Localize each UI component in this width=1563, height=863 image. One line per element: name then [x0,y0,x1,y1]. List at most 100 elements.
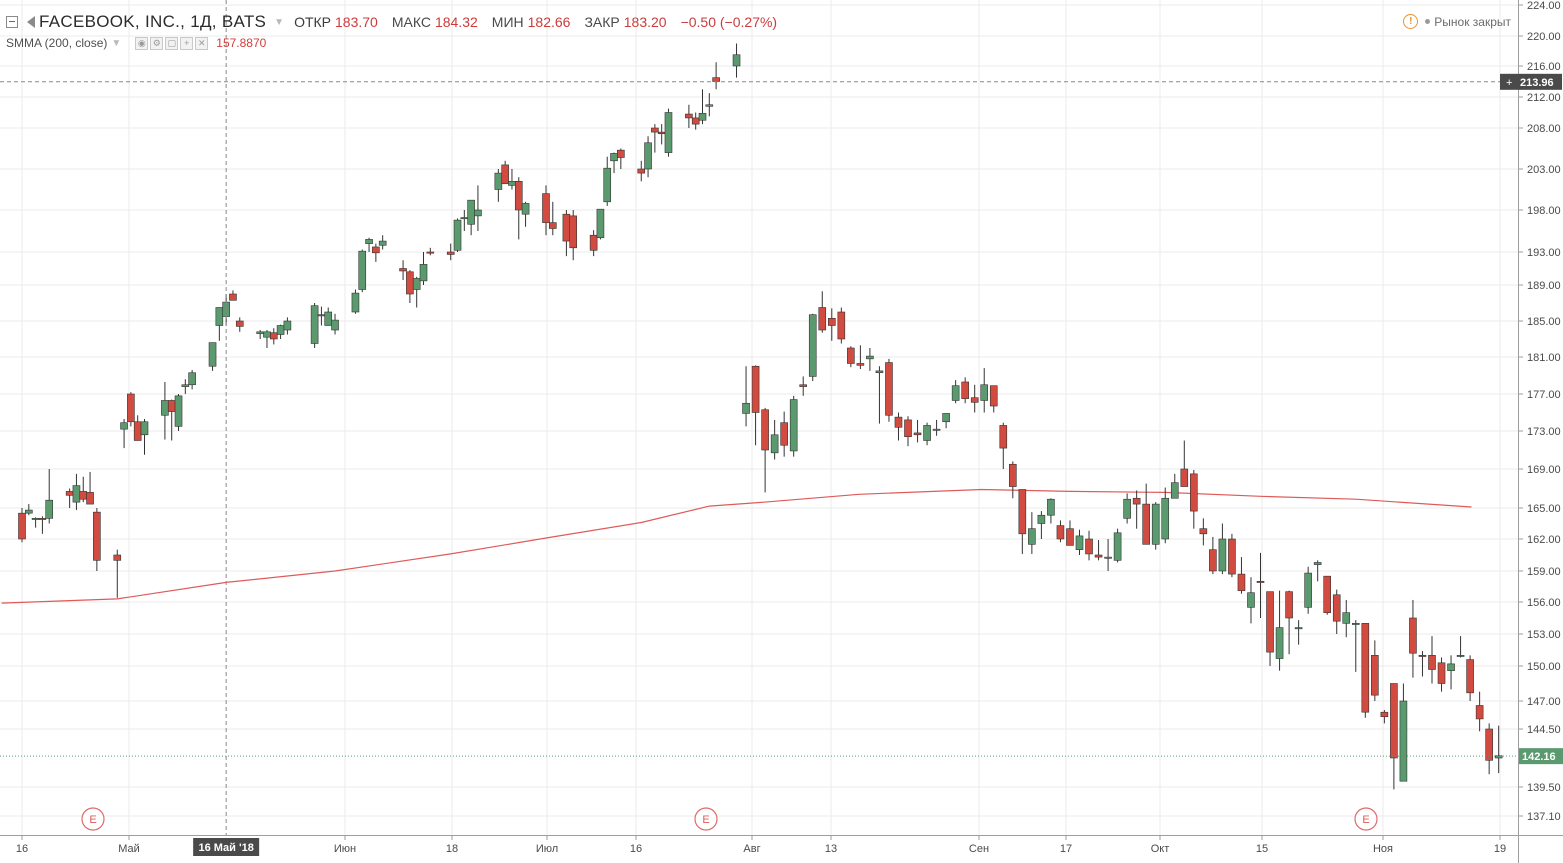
candle-body [866,355,874,360]
candle-body [127,393,135,423]
candle-body [283,320,292,331]
eye-icon[interactable]: ◉ [135,36,149,50]
candle [894,412,903,441]
candle-body [875,370,884,374]
candle-body [508,181,516,186]
candle [127,392,135,427]
candle-body [818,307,827,331]
candle [1113,528,1122,563]
indicator-value: 157.8870 [216,36,267,50]
candle [1142,483,1150,545]
candle [86,471,94,505]
close-value: 183.20 [623,14,667,30]
candle-body [1028,528,1036,545]
candle [1447,655,1455,690]
settings-icon[interactable]: ⚙ [150,36,164,50]
candle [732,43,741,78]
price-tick-label: 137.10 [1527,811,1561,823]
candle-body [548,222,557,229]
candle [351,289,360,314]
candle [1494,725,1503,774]
candle-body [1390,683,1398,759]
candle-body [970,397,979,403]
price-tick-label: 139.50 [1527,782,1561,794]
candle-body [351,292,360,313]
candle-body [426,251,435,254]
candle-body [923,425,931,441]
price-tick-label: 177.00 [1527,389,1561,401]
candle-body [467,199,475,225]
candles [18,43,1503,790]
price-tick-label: 198.00 [1527,205,1561,217]
candle [866,348,874,371]
candle-body [263,331,271,338]
price-tick-label: 212.00 [1527,92,1561,104]
candle-body [1161,497,1170,540]
price-tick-label: 173.00 [1527,426,1561,438]
close-icon[interactable]: ✕ [195,36,209,50]
chevron-down-icon[interactable]: ▼ [111,37,122,49]
candle-body [1170,482,1179,499]
candle [548,201,557,236]
candle-body [1361,623,1370,713]
candle [399,260,407,281]
candle [181,379,190,394]
candle-body [1037,514,1046,524]
candle-body [799,384,808,387]
candle-body [174,395,183,427]
candle-body [1275,627,1284,659]
candle [79,476,88,503]
chevron-down-icon[interactable]: ▼ [274,16,285,28]
earnings-marker: E [81,807,105,831]
candle-body [1218,538,1227,572]
candle-body [761,409,769,451]
indicator-name[interactable]: SMMA (200, close) [6,36,108,50]
candle-body [1437,662,1446,684]
candle-body [932,428,941,431]
crosshair-date-box [193,838,260,856]
candle [310,303,319,348]
add-icon[interactable]: + [180,36,194,50]
candle-body [1304,572,1312,608]
candle [1428,636,1436,684]
candle-body [712,77,720,82]
candle [1275,590,1284,671]
candle [1332,589,1341,634]
candle-body [705,104,714,107]
status-dot-icon [1425,19,1431,24]
crosshair-date-value: 16 Май '18 [198,842,253,854]
price-tick-label: 220.00 [1527,31,1561,43]
market-status: ! Рынок закрыт [1403,14,1511,29]
warning-icon[interactable]: ! [1403,14,1419,29]
candle [1418,651,1427,677]
candle [276,324,285,339]
candle [1247,577,1255,624]
price-tick-label: 153.00 [1527,629,1561,641]
crosshair-price-value: 213.96 [1520,77,1554,89]
candle-body [378,240,387,246]
candle-body [1475,705,1484,720]
price-tick-label: 203.00 [1527,164,1561,176]
candle-body [1456,655,1465,657]
time-tick-label: Июн [334,843,356,855]
symbol-title[interactable]: FACEBOOK, INC., 1Д, BATS [39,12,267,31]
candle-body [1123,498,1131,519]
price-axis: 224.00 220.00 216.00 212.00 208.00 203.00 198.… [1518,0,1561,823]
candle-body [1399,700,1408,782]
collapse-legend-icon[interactable] [6,16,18,28]
candle-body [1342,612,1351,624]
candle-body [460,217,469,220]
candle [372,243,380,262]
candle-body [596,208,605,239]
candle [923,422,931,446]
candle-body [904,419,912,437]
candle-body [542,193,550,223]
time-tick-label: 15 [1256,843,1268,855]
time-tick-label: 16 [630,843,642,855]
price-tick-label: 165.00 [1527,503,1561,515]
crosshair-plus-icon: + [1506,77,1512,89]
more-icon[interactable]: ▢ [165,36,179,50]
candle [1170,473,1179,499]
